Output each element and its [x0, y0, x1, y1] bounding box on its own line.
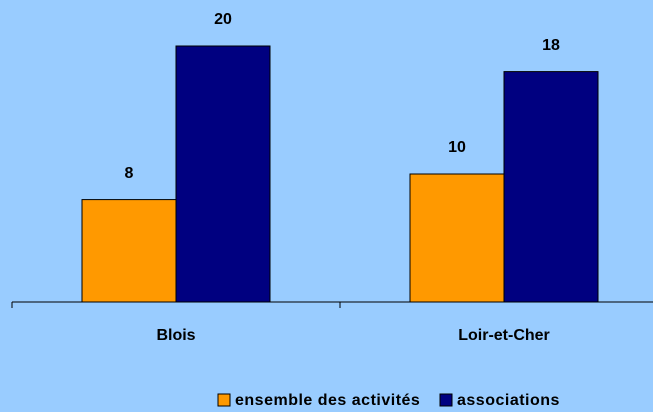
data-label: 8: [125, 165, 134, 182]
bar: [503, 71, 599, 303]
data-label: 20: [214, 11, 232, 28]
bar: [409, 173, 505, 303]
legend-swatch: [439, 393, 453, 407]
x-tick-label: Blois: [156, 327, 195, 344]
legend-label: ensemble des activités: [235, 392, 420, 409]
data-label: 18: [542, 37, 560, 54]
bar: [175, 45, 271, 303]
bar: [81, 199, 177, 303]
legend-swatch: [217, 393, 231, 407]
legend-label: associations: [457, 392, 560, 409]
x-tick-label: Loir-et-Cher: [458, 327, 550, 344]
data-label: 10: [448, 139, 466, 156]
